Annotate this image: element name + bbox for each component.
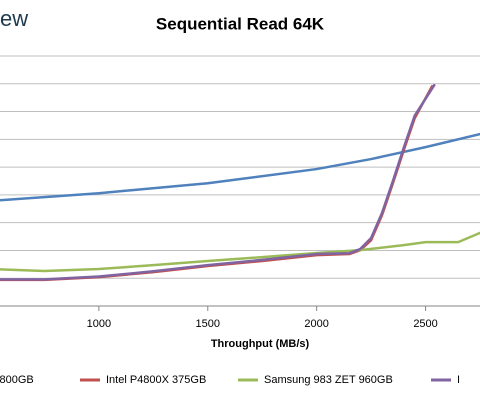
x-tick-label: 2500: [413, 318, 437, 330]
legend-label: Samsung 983 ZET 960GB: [264, 374, 393, 386]
x-tick-label: 1000: [87, 318, 111, 330]
x-axis-title: Throughput (MB/s): [211, 338, 310, 350]
legend-label: H3900 800GB: [0, 374, 34, 386]
legend-label: Intel P4800X 375GB: [106, 374, 206, 386]
series-line: [0, 83, 436, 281]
chart-title: Sequential Read 64K: [156, 14, 325, 33]
logo: ew: [0, 6, 28, 31]
series-line: [0, 132, 480, 202]
x-tick-label: 2000: [304, 318, 328, 330]
legend-label: I: [457, 374, 460, 386]
series-line: [0, 231, 480, 273]
x-tick-label: 1500: [196, 318, 220, 330]
